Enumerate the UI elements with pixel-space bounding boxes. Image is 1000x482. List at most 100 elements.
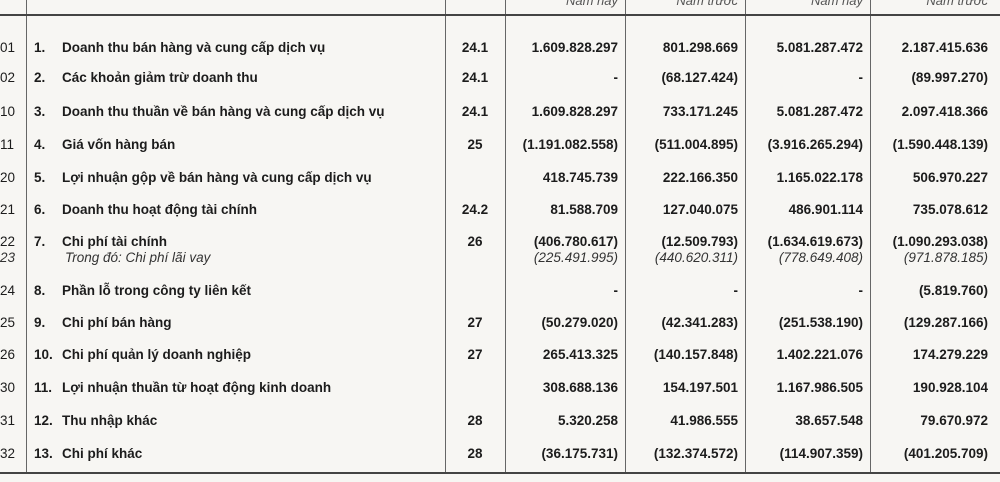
table-row: 02 2. Các khoản giảm trừ doanh thu 24.1 - (68… <box>0 70 1000 90</box>
footer-divider <box>0 472 1000 474</box>
code: 02 <box>0 70 16 85</box>
code: 23 <box>0 250 16 265</box>
table-row: 10 3. Doanh thu thuần về bán hàng và cung … <box>0 104 1000 124</box>
value-col-4: (401.205.709) <box>903 446 988 461</box>
value-col-2: - <box>733 283 739 298</box>
value-col-3: 38.657.548 <box>795 413 863 428</box>
row-label: Các khoản giảm trừ doanh thu <box>62 70 258 85</box>
row-label: Doanh thu hoạt động tài chính <box>62 202 257 217</box>
value-col-1: (406.780.617) <box>533 234 618 249</box>
note-ref: 25 <box>467 137 483 152</box>
note-ref: 24.2 <box>461 202 489 217</box>
row-number: 1. <box>34 40 46 55</box>
row-label: Doanh thu bán hàng và cung cấp dịch vụ <box>62 40 326 55</box>
value-col-2: (440.620.311) <box>654 250 738 265</box>
code: 11 <box>0 137 15 152</box>
value-col-1: - <box>613 283 619 298</box>
row-label: Doanh thu thuần về bán hàng và cung cấp … <box>62 104 385 119</box>
value-col-1: (225.491.995) <box>533 250 618 265</box>
value-col-2: (42.341.283) <box>661 315 738 330</box>
row-label: Chi phí bán hàng <box>62 315 172 330</box>
value-col-4: 190.928.104 <box>912 380 988 395</box>
code: 25 <box>0 315 16 330</box>
value-col-4: (1.590.448.139) <box>892 137 988 152</box>
row-label: Trong đó: Chi phí lãi vay <box>65 250 211 265</box>
value-col-4: (129.287.166) <box>903 315 988 330</box>
row-label: Lợi nhuận gộp về bán hàng và cung cấp dị… <box>62 170 372 185</box>
table-row: 23 Trong đó: Chi phí lãi vay (225.491.995)… <box>0 250 1000 270</box>
value-col-4: 2.097.418.366 <box>901 104 988 119</box>
value-col-1: 81.588.709 <box>550 202 618 217</box>
table-row: 24 8. Phần lỗ trong công ty liên kết - - - (5.… <box>0 283 1000 303</box>
value-col-1: 265.413.325 <box>542 347 618 362</box>
value-col-4: 79.670.972 <box>920 413 988 428</box>
row-label: Giá vốn hàng bán <box>62 137 176 152</box>
table-row: 11 4. Giá vốn hàng bán 25 (1.191.082.558) (51… <box>0 137 1000 157</box>
row-label: Chi phí khác <box>62 446 143 461</box>
note-ref: 28 <box>467 413 483 428</box>
row-number: 2. <box>34 70 46 85</box>
code: 24 <box>0 283 16 298</box>
table-row: 22 7. Chi phí tài chính 26 (406.780.617) (12.… <box>0 234 1000 254</box>
note-ref: 28 <box>467 446 483 461</box>
header-col-3: Năm nay <box>810 0 863 8</box>
value-col-2: 154.197.501 <box>662 380 738 395</box>
value-col-2: 41.986.555 <box>670 413 738 428</box>
value-col-2: (68.127.424) <box>661 70 738 85</box>
value-col-1: - <box>613 70 619 85</box>
table-row: 26 10. Chi phí quản lý doanh nghiệp 27 265.4… <box>0 347 1000 367</box>
value-col-3: 5.081.287.472 <box>776 104 863 119</box>
value-col-2: (132.374.572) <box>653 446 738 461</box>
row-number: 4. <box>34 137 46 152</box>
row-number: 6. <box>34 202 46 217</box>
code: 32 <box>0 446 16 461</box>
value-col-4: (89.997.270) <box>911 70 988 85</box>
table-row: 20 5. Lợi nhuận gộp về bán hàng và cung cấ… <box>0 170 1000 190</box>
row-number: 13. <box>34 446 53 461</box>
row-number: 8. <box>34 283 46 298</box>
row-number: 3. <box>34 104 46 119</box>
value-col-4: 174.279.229 <box>912 347 988 362</box>
divider <box>445 0 446 472</box>
table-row: 31 12. Thu nhập khác 28 5.320.258 41.986.555 3… <box>0 413 1000 433</box>
code: 26 <box>0 347 16 362</box>
value-col-3: (251.538.190) <box>778 315 863 330</box>
value-col-1: (1.191.082.558) <box>522 137 618 152</box>
code: 22 <box>0 234 16 249</box>
value-col-4: (5.819.760) <box>918 283 988 298</box>
divider <box>26 0 27 472</box>
value-col-1: (50.279.020) <box>541 315 618 330</box>
value-col-3: 486.901.114 <box>788 202 863 217</box>
value-col-1: 418.745.739 <box>542 170 618 185</box>
table-row: 21 6. Doanh thu hoạt động tài chính 24.2 81.… <box>0 202 1000 222</box>
value-col-3: 1.167.986.505 <box>776 380 863 395</box>
row-number: 9. <box>34 315 46 330</box>
value-col-1: 1.609.828.297 <box>531 40 618 55</box>
value-col-3: 1.402.221.076 <box>776 347 863 362</box>
code: 01 <box>0 40 16 55</box>
value-col-1: (36.175.731) <box>541 446 618 461</box>
table-row: 25 9. Chi phí bán hàng 27 (50.279.020) (42.34… <box>0 315 1000 335</box>
note-ref: 27 <box>467 347 483 362</box>
row-label: Lợi nhuận thuần từ hoạt động kinh doanh <box>62 380 332 395</box>
value-col-4: (971.878.185) <box>903 250 988 265</box>
header-col-2: Năm trước <box>676 0 738 8</box>
note-ref: 24.1 <box>461 104 489 119</box>
divider <box>505 0 506 472</box>
header-divider <box>0 14 1000 16</box>
value-col-1: 308.688.136 <box>542 380 618 395</box>
row-number: 12. <box>34 413 53 428</box>
value-col-3: (1.634.619.673) <box>767 234 863 249</box>
value-col-3: 5.081.287.472 <box>776 40 863 55</box>
value-col-4: 506.970.227 <box>912 170 988 185</box>
value-col-3: 1.165.022.178 <box>776 170 863 185</box>
value-col-2: (140.157.848) <box>653 347 738 362</box>
value-col-2: (12.509.793) <box>661 234 738 249</box>
row-label: Chi phí quản lý doanh nghiệp <box>62 347 251 362</box>
table-row: 30 11. Lợi nhuận thuần từ hoạt động kinh d… <box>0 380 1000 400</box>
value-col-4: 735.078.612 <box>912 202 988 217</box>
divider <box>625 0 626 472</box>
header-col-1: Năm nay <box>565 0 618 8</box>
note-ref: 27 <box>467 315 483 330</box>
row-label: Chi phí tài chính <box>62 234 167 249</box>
